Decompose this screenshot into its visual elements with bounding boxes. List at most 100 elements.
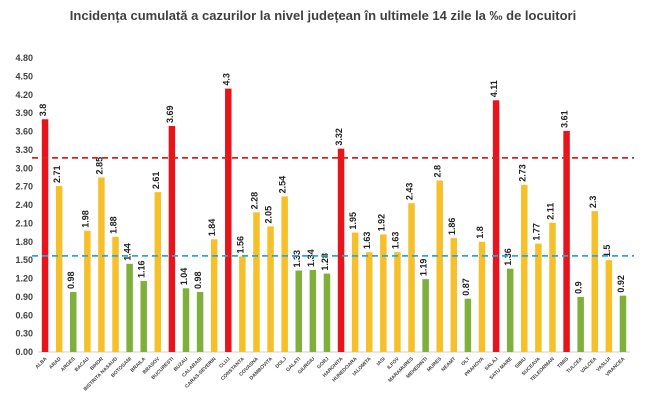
data-label: 2.85: [94, 157, 104, 175]
bar-braila: [140, 280, 147, 352]
bar-bucuresti: [168, 125, 176, 352]
y-tick-label: 4.80: [15, 53, 33, 63]
data-label: 1.19: [419, 259, 429, 277]
data-label: 2.11: [545, 203, 555, 220]
bar-mures: [436, 180, 443, 352]
bar-ilfov: [394, 252, 401, 352]
bar-maramures: [408, 203, 415, 352]
bar-dambovita: [267, 226, 274, 352]
data-label: 2.8: [433, 165, 443, 178]
y-tick-label: 2.70: [15, 182, 33, 192]
data-label: 1.63: [390, 232, 400, 250]
data-label: 2.3: [588, 196, 598, 209]
bar-cluj: [225, 88, 232, 352]
bar-satu-mare: [506, 268, 514, 352]
bar-tulcea: [577, 296, 584, 352]
data-label: 2.28: [249, 192, 259, 210]
data-label: 1.84: [207, 219, 217, 237]
data-label: 2.43: [405, 183, 415, 201]
data-label: 0.9: [574, 281, 584, 294]
data-label: 1.86: [447, 218, 457, 236]
bar-iasi: [380, 234, 387, 352]
bar-bistrita-nasaud: [112, 236, 119, 352]
bar-buzau: [182, 288, 190, 352]
bar-suceava: [535, 243, 542, 352]
bar-botosani: [126, 263, 133, 352]
y-tick-label: 2.40: [15, 200, 33, 210]
x-tick-label: BACAU: [74, 356, 91, 373]
y-tick-label: 0.90: [15, 292, 33, 302]
bar-giurgiu: [309, 269, 317, 352]
y-tick-label: 3.00: [15, 163, 33, 173]
data-label: 0.92: [616, 275, 626, 293]
bar-hunedoara: [351, 232, 359, 352]
y-tick-label: 2.10: [15, 218, 33, 228]
bar-sibiu: [521, 184, 528, 352]
data-label: 1.63: [362, 232, 372, 250]
bar-galati: [295, 270, 303, 352]
bar-harghita: [337, 148, 345, 352]
x-tick-label: ALBA: [34, 356, 48, 370]
y-tick-label: 4.50: [15, 71, 33, 81]
bar-salaj: [492, 100, 500, 352]
data-label: 3.8: [38, 104, 48, 117]
bar-mehedinti: [422, 279, 429, 352]
bar-timis: [563, 130, 570, 352]
data-label: 1.95: [348, 212, 358, 230]
bar-calarasi: [196, 291, 204, 352]
bar-teleorman: [549, 222, 556, 352]
data-label: 2.54: [278, 176, 288, 194]
y-tick-label: 3.30: [15, 145, 33, 155]
data-label: 1.56: [235, 236, 245, 254]
bar-caras-severin: [210, 239, 218, 352]
bar-neamt: [450, 238, 458, 352]
bar-alba: [41, 119, 49, 352]
bar-ialomita: [365, 252, 373, 352]
y-tick-label: 0.30: [15, 329, 33, 339]
data-label: 1.28: [320, 253, 330, 271]
x-tick-label: OLT: [460, 356, 471, 367]
bar-arad: [55, 186, 63, 352]
data-label: 1.8: [475, 226, 485, 239]
x-tick-label: NEAMT: [440, 356, 457, 373]
data-label: 1.98: [80, 210, 90, 228]
data-label: 2.73: [517, 164, 527, 182]
chart-title: Incidența cumulată a cazurilor la nivel …: [69, 8, 577, 23]
data-label: 1.34: [306, 249, 316, 267]
bar-dolj: [281, 196, 288, 352]
data-label: 1.77: [531, 223, 541, 241]
data-label: 3.69: [165, 105, 175, 123]
x-tick-label: IASI: [376, 356, 388, 368]
y-tick-label: 0.60: [15, 310, 33, 320]
data-label: 1.88: [109, 216, 119, 234]
data-label: 4.3: [221, 73, 231, 86]
bar-covasna: [253, 212, 260, 352]
x-tick-label: VALCEA: [580, 356, 599, 375]
bar-gorj: [323, 273, 331, 352]
bar-vaslui: [605, 260, 613, 352]
y-tick-label: 0.00: [15, 347, 33, 357]
bar-arges: [69, 291, 77, 352]
bar-olt: [464, 298, 472, 352]
data-label: 1.36: [503, 248, 513, 266]
y-tick-label: 4.20: [15, 90, 33, 100]
y-tick-label: 1.50: [15, 255, 33, 265]
bar-bacau: [84, 230, 91, 352]
data-label: 0.98: [66, 271, 76, 289]
y-tick-label: 1.80: [15, 237, 33, 247]
bar-constanta: [239, 256, 246, 352]
data-label: 1.5: [602, 245, 612, 258]
data-label: 1.16: [137, 260, 147, 278]
data-label: 0.98: [193, 271, 203, 289]
data-label: 3.32: [334, 128, 344, 146]
data-label: 4.11: [489, 80, 499, 97]
bar-vrancea: [619, 295, 627, 352]
data-label: 0.87: [461, 278, 471, 296]
data-label: 1.44: [123, 243, 133, 261]
y-tick-label: 1.20: [15, 274, 33, 284]
data-label: 1.92: [376, 214, 386, 232]
bar-bihor: [98, 177, 105, 352]
bar-brasov: [154, 192, 162, 352]
